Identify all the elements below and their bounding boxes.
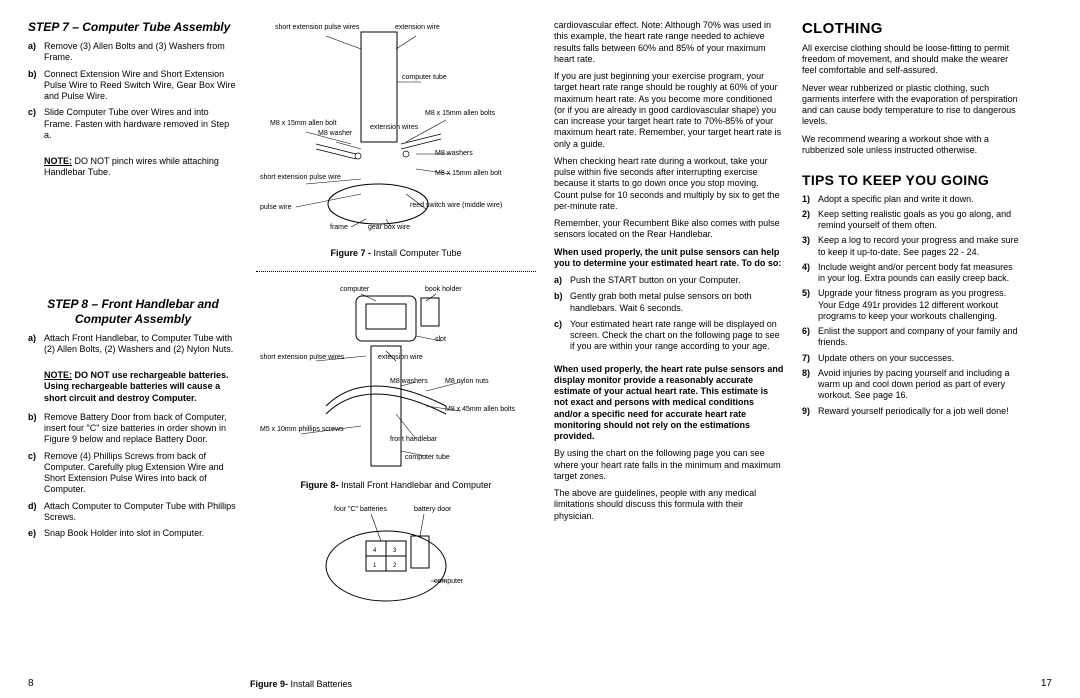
step7-list: a)Remove (3) Allen Bolts and (3) Washers… (28, 41, 238, 146)
dotted-divider (256, 271, 536, 272)
step7-title: STEP 7 – Computer Tube Assembly (28, 20, 238, 35)
tips-list: 1)Adopt a specific plan and write it dow… (802, 194, 1022, 421)
col-1: STEP 7 – Computer Tube Assembly a)Remove… (28, 20, 238, 688)
col-2: short extension pulse wires extension wi… (256, 20, 536, 688)
figure-9: 43 12 four "C" batteries battery door co… (256, 502, 536, 610)
step8-note: NOTE: DO NOT use rechargeable batteries.… (44, 370, 238, 404)
fig9-caption: Figure 9- Install Batteries (250, 679, 352, 690)
col-3: cardiovascular effect. Note: Although 70… (554, 20, 784, 688)
page-spread: STEP 7 – Computer Tube Assembly a)Remove… (28, 20, 1052, 688)
step8-list-cont: b)Remove Battery Door from back of Compu… (28, 412, 238, 545)
svg-text:1: 1 (373, 563, 377, 569)
pulse-steps: a)Push the START button on your Computer… (554, 275, 784, 358)
step8-list: a)Attach Front Handlebar, to Computer Tu… (28, 333, 238, 361)
step7-note: NOTE: DO NOT pinch wires while attaching… (44, 156, 238, 179)
svg-text:2: 2 (393, 563, 397, 569)
clothing-title: CLOTHING (802, 20, 1022, 39)
tips-title: TIPS TO KEEP YOU GOING (802, 172, 1022, 190)
svg-text:3: 3 (393, 548, 397, 554)
figure-8: computer book holder slot short extensio… (256, 282, 536, 495)
fig7-svg (260, 24, 532, 244)
step8-title: STEP 8 – Front Handlebar and Computer As… (28, 297, 238, 327)
fig9-svg: 4 3 1 2 (316, 506, 476, 606)
page-number-left: 8 (28, 678, 34, 691)
svg-text:4: 4 (373, 548, 377, 554)
col-4: CLOTHING All exercise clothing should be… (802, 20, 1022, 688)
page-number-right: 17 (1041, 678, 1052, 691)
figure-7: short extension pulse wires extension wi… (256, 20, 536, 263)
